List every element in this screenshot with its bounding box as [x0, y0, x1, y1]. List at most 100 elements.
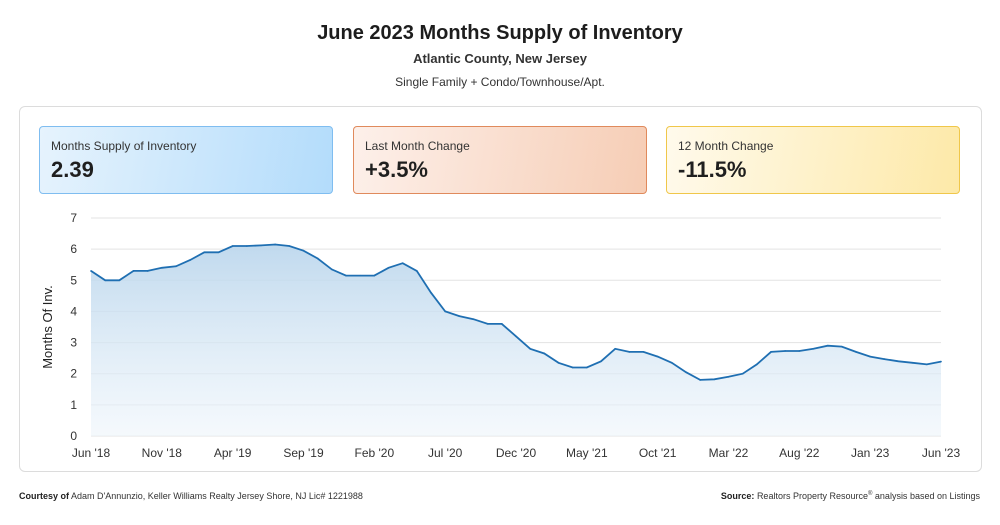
data-point — [231, 245, 234, 247]
data-point — [784, 350, 786, 352]
data-point — [458, 315, 461, 317]
data-point — [713, 378, 716, 381]
footer-source-sup: ® — [867, 491, 873, 497]
y-axis-label: Months Of Inv. — [40, 285, 55, 369]
x-tick-label: Dec '20 — [496, 446, 537, 460]
data-point — [161, 267, 163, 269]
data-point — [401, 262, 404, 264]
x-tick-label: Feb '20 — [355, 446, 395, 460]
data-point — [217, 251, 220, 254]
x-tick-label: Jan '23 — [851, 446, 890, 460]
y-tick-label: 3 — [70, 336, 77, 350]
x-axis-ticks: Jun '18 Nov '18 Apr '19 Sep '19 Feb '20 Jul '… — [72, 446, 961, 460]
card-value: +3.5% — [365, 157, 428, 182]
data-point — [175, 265, 177, 268]
y-tick-label: 2 — [70, 367, 77, 381]
data-point — [628, 351, 631, 353]
card-value: -11.5% — [678, 157, 747, 182]
data-point — [543, 352, 546, 355]
data-point — [260, 244, 262, 247]
data-point — [486, 323, 489, 325]
card-months-supply: Months Supply of Inventory 2.39 — [39, 126, 333, 194]
data-point — [288, 245, 291, 247]
data-point — [146, 270, 149, 272]
y-tick-label: 0 — [70, 429, 77, 443]
data-point — [302, 249, 305, 252]
data-point — [444, 310, 446, 313]
footer-courtesy-text: Adam D'Annunzio, Keller Williams Realty … — [71, 491, 363, 501]
x-tick-label: Sep '19 — [283, 446, 324, 460]
data-point — [345, 274, 347, 277]
card-label: Last Month Change — [365, 139, 470, 153]
card-label: 12 Month Change — [678, 139, 774, 153]
data-point — [671, 362, 673, 364]
card-last-month-change: Last Month Change +3.5% — [353, 126, 647, 194]
y-tick-label: 4 — [70, 304, 77, 318]
card-label: Months Supply of Inventory — [51, 139, 197, 153]
data-point — [926, 363, 928, 366]
data-point — [331, 268, 333, 271]
data-point — [685, 371, 687, 373]
data-point — [189, 259, 191, 261]
page-subtitle-secondary: Single Family + Condo/Townhouse/Apt. — [395, 75, 605, 89]
data-point — [387, 267, 390, 269]
data-point — [826, 344, 829, 347]
data-point — [203, 251, 206, 254]
data-point — [571, 366, 574, 369]
data-point — [770, 351, 772, 353]
series-points — [90, 243, 942, 381]
footer-courtesy: Courtesy of Adam D'Annunzio, Keller Will… — [19, 491, 363, 501]
data-point — [416, 270, 418, 272]
card-12-month-change: 12 Month Change -11.5% — [666, 126, 960, 194]
x-tick-label: May '21 — [566, 446, 608, 460]
data-point — [90, 270, 92, 272]
data-point — [940, 360, 942, 363]
footer-source-text-2: analysis based on Listings — [874, 491, 980, 501]
data-point — [756, 363, 758, 366]
data-point — [472, 318, 475, 321]
x-tick-label: Aug '22 — [779, 446, 820, 460]
data-point — [841, 345, 843, 348]
data-point — [274, 243, 276, 246]
data-point — [132, 270, 135, 272]
footer-source: Source: Realtors Property Resource® anal… — [721, 491, 980, 501]
x-tick-label: Jun '23 — [922, 446, 961, 460]
footer-source-text: Realtors Property Resource — [756, 491, 868, 501]
card-value: 2.39 — [51, 157, 94, 182]
data-point — [897, 360, 900, 363]
data-point — [869, 355, 871, 358]
x-tick-label: Nov '18 — [142, 446, 183, 460]
data-point — [883, 358, 886, 360]
y-tick-label: 1 — [70, 398, 77, 412]
footer-source-label: Source: — [720, 491, 755, 501]
data-point — [600, 360, 602, 363]
y-tick-label: 5 — [70, 273, 77, 287]
page-title: June 2023 Months Supply of Inventory — [317, 22, 683, 44]
data-point — [515, 335, 517, 338]
data-point — [642, 351, 645, 353]
data-point — [373, 274, 376, 277]
data-point — [529, 348, 531, 350]
data-point — [798, 350, 801, 352]
footer-courtesy-label: Courtesy of — [19, 491, 70, 501]
data-point — [699, 379, 701, 381]
data-point — [118, 279, 121, 282]
x-tick-label: Apr '19 — [214, 446, 252, 460]
data-point — [812, 348, 815, 350]
page-subtitle: Atlantic County, New Jersey — [413, 51, 587, 66]
x-tick-label: Jul '20 — [428, 446, 463, 460]
data-point — [741, 372, 744, 375]
data-point — [911, 362, 914, 364]
x-tick-label: Mar '22 — [709, 446, 749, 460]
data-point — [557, 362, 560, 364]
data-point — [104, 279, 106, 282]
data-point — [430, 291, 432, 294]
data-point — [586, 366, 588, 369]
data-point — [614, 348, 616, 350]
data-point — [359, 274, 361, 277]
data-point — [855, 351, 857, 353]
x-tick-label: Oct '21 — [639, 446, 677, 460]
data-point — [246, 245, 248, 247]
y-tick-label: 6 — [70, 242, 77, 256]
